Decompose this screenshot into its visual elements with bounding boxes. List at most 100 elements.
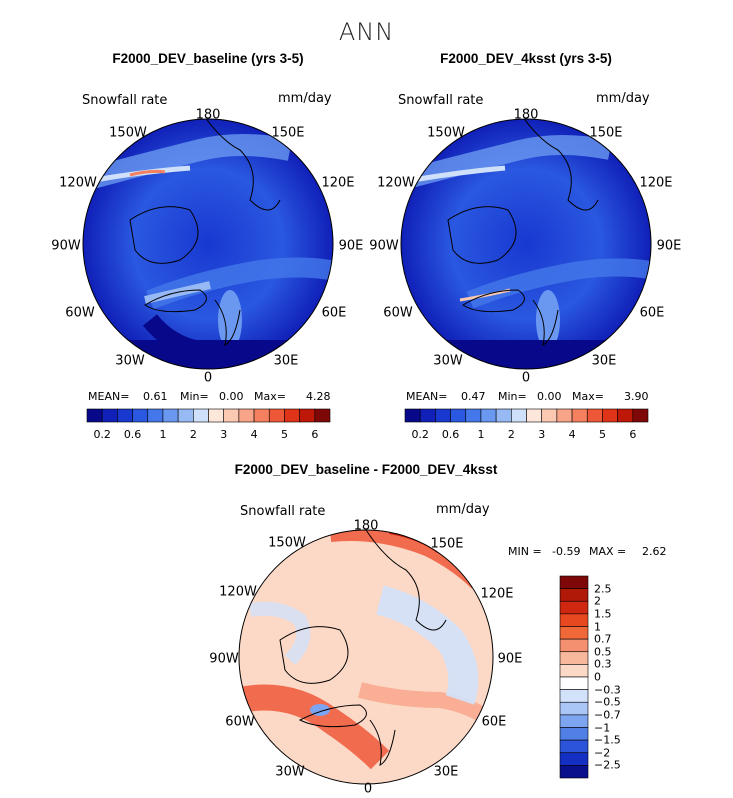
p1-lon-30w: 30W <box>115 353 145 369</box>
colorbar-tick-label: 2.5 <box>594 582 612 596</box>
p2-lon-180: 180 <box>513 107 539 123</box>
panel-3-title: F2000_DEV_baseline - F2000_DEV_4ksst <box>234 462 498 477</box>
panel-1-title: F2000_DEV_baseline (yrs 3-5) <box>112 51 304 66</box>
p1-lon-90e: 90E <box>338 238 364 254</box>
p1-lon-120e: 120E <box>321 175 355 191</box>
colorbar-tick-label: −1.5 <box>594 733 621 747</box>
p2-lon-120e: 120E <box>639 175 673 191</box>
p1-lon-30e: 30E <box>273 353 299 369</box>
p3-lon-60e: 60E <box>481 714 507 730</box>
p2-lon-30e: 30E <box>591 353 617 369</box>
colorbar-swatch <box>559 727 589 741</box>
panel-2-title: F2000_DEV_4ksst (yrs 3-5) <box>440 51 612 66</box>
colorbar-tick-label: 2 <box>189 428 197 441</box>
p1-lon-120w: 120W <box>59 175 97 191</box>
p3-lon-60w: 60W <box>225 714 255 730</box>
colorbar-tick-label: 5 <box>598 428 606 441</box>
p2-max-value: 3.90 <box>624 390 649 403</box>
colorbar-tick-label: 2 <box>507 428 515 441</box>
colorbar-swatch <box>632 408 649 423</box>
p3-lon-90e: 90E <box>497 651 523 667</box>
p2-lon-150w: 150W <box>427 125 465 141</box>
colorbar-swatch <box>559 638 589 653</box>
p3-max-value: 2.62 <box>642 545 667 558</box>
panel-3-variable-label: Snowfall rate <box>240 504 326 519</box>
p1-lon-60w: 60W <box>65 305 95 321</box>
p3-max-label: MAX = <box>589 545 627 558</box>
p1-lon-0: 0 <box>203 370 213 386</box>
panel-1-field <box>83 119 333 369</box>
colorbar-swatch <box>559 765 589 779</box>
colorbar-tick-label: 1 <box>159 428 167 441</box>
p2-lon-120w: 120W <box>377 175 415 191</box>
p3-lon-90w: 90W <box>209 651 239 667</box>
p3-min-label: MIN = <box>508 545 542 558</box>
colorbar-swatch <box>559 701 589 716</box>
p3-lon-180: 180 <box>353 518 379 534</box>
colorbar-swatch <box>559 714 589 728</box>
figure-title: ANN <box>338 18 395 46</box>
p1-lon-150e: 150E <box>271 125 305 141</box>
p1-lon-90w: 90W <box>51 238 81 254</box>
colorbar-swatch <box>559 752 589 766</box>
p2-lon-30w: 30W <box>433 353 463 369</box>
p2-lon-90e: 90E <box>656 238 682 254</box>
colorbar-swatch <box>559 588 589 602</box>
colorbar-swatch <box>559 613 589 627</box>
p3-lon-30w: 30W <box>275 764 305 780</box>
colorbar-tick-label: 4 <box>250 428 258 441</box>
p2-lon-0: 0 <box>521 370 531 386</box>
p2-lon-150e: 150E <box>589 125 623 141</box>
colorbar-tick-label: 3 <box>220 428 228 441</box>
colorbar-tick-label: 0 <box>594 670 601 684</box>
colorbar-tick-label: −1 <box>594 721 611 734</box>
p2-lon-60e: 60E <box>639 305 665 321</box>
colorbar-tick-label: −0.3 <box>594 683 621 697</box>
p3-lon-0: 0 <box>363 781 373 797</box>
p1-min-label: Min= <box>180 390 209 403</box>
p3-lon-120e: 120E <box>480 586 514 602</box>
colorbar-swatch <box>559 689 589 703</box>
colorbar-tick-label: 5 <box>280 428 288 441</box>
colorbar-swatch <box>559 651 589 665</box>
panel-3-field <box>239 530 493 784</box>
colorbar-tick-label: 6 <box>311 428 319 441</box>
colorbar-tick-label: 1 <box>594 620 601 633</box>
colorbar-swatch <box>559 575 589 589</box>
colorbar-tick-label: 4 <box>568 428 576 441</box>
colorbar-tick-label: 3 <box>538 428 546 441</box>
colorbar-tick-label: 2 <box>594 594 601 608</box>
colorbar-tick-label: −0.5 <box>594 695 621 709</box>
p1-mean-label: MEAN= <box>88 390 130 403</box>
panel-1-units-label: mm/day <box>278 91 332 106</box>
p1-max-label: Max= <box>254 390 286 403</box>
p2-mean-label: MEAN= <box>406 390 448 403</box>
colorbar-tick-label: −2 <box>594 746 611 760</box>
p1-lon-60e: 60E <box>321 305 347 321</box>
panel-1-variable-label: Snowfall rate <box>82 93 168 108</box>
colorbar-swatch <box>314 408 331 423</box>
p3-lon-150e: 150E <box>430 536 464 552</box>
p3-min-value: -0.59 <box>552 545 581 558</box>
colorbar-swatch <box>559 626 589 640</box>
colorbar-swatch <box>559 600 589 615</box>
panel-2-field <box>401 119 651 369</box>
colorbar-swatch <box>559 739 589 754</box>
colorbar-tick-label: 6 <box>629 428 637 441</box>
p2-min-label: Min= <box>498 390 527 403</box>
colorbar-tick-label: 1.5 <box>594 607 612 621</box>
p2-min-value: 0.00 <box>537 390 562 403</box>
panel-2-variable-label: Snowfall rate <box>398 93 484 108</box>
colorbar-swatch <box>559 664 589 678</box>
p2-lon-90w: 90W <box>369 238 399 254</box>
p1-lon-180: 180 <box>195 107 221 123</box>
colorbar-tick-label: 1 <box>477 428 485 441</box>
colorbar-tick-label: 0.2 <box>93 428 111 441</box>
p1-min-value: 0.00 <box>219 390 244 403</box>
